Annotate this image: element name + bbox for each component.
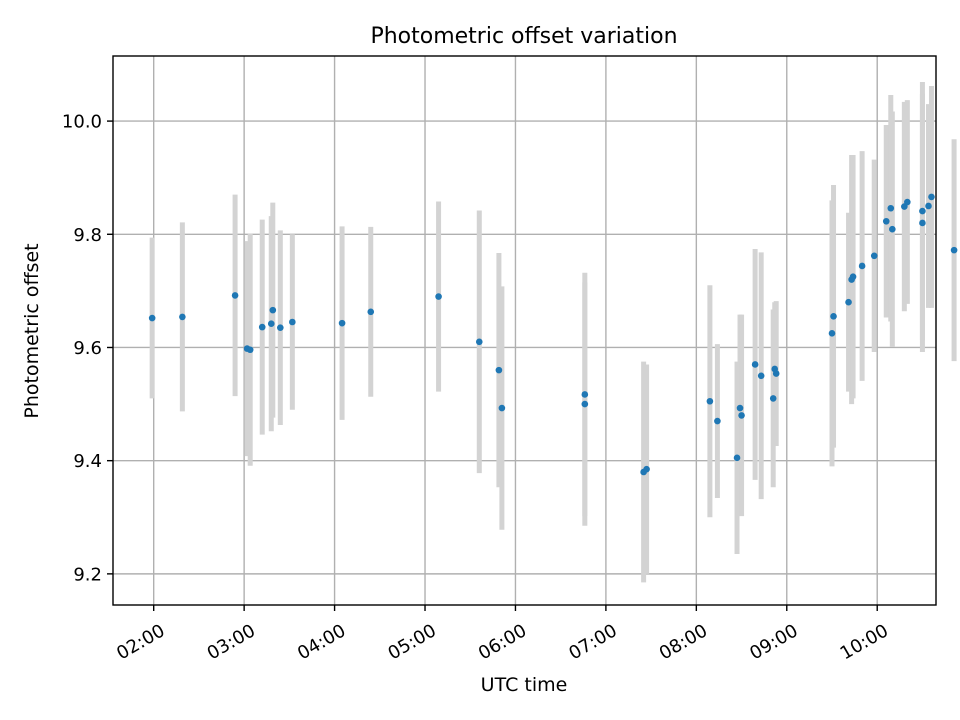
data-point-42 (919, 219, 926, 227)
data-point-7 (269, 306, 277, 314)
y-tick-label-3: 9.8 (73, 225, 102, 246)
data-point-14 (495, 366, 503, 374)
data-points (148, 193, 958, 476)
data-point-10 (338, 319, 346, 327)
x-tick-label-6: 08:00 (656, 620, 711, 664)
data-point-32 (845, 298, 852, 306)
data-point-21 (714, 417, 721, 425)
y-axis-label: Photometric offset (21, 243, 43, 418)
x-tick-label-0: 02:00 (113, 620, 168, 664)
data-point-25 (751, 361, 759, 368)
data-point-9 (289, 318, 296, 326)
x-axis-label: UTC time (481, 674, 568, 696)
data-point-1 (179, 313, 186, 321)
data-point-4 (246, 346, 254, 354)
data-point-43 (919, 207, 926, 215)
x-tick-label-5: 07:00 (565, 620, 620, 664)
x-tick-label-2: 04:00 (294, 620, 349, 664)
data-point-45 (928, 193, 935, 201)
data-point-23 (736, 404, 744, 412)
data-point-34 (849, 273, 857, 281)
data-point-2 (231, 292, 239, 299)
plot-frame (112, 55, 937, 606)
data-point-30 (828, 330, 836, 337)
data-point-46 (950, 246, 958, 254)
data-point-6 (267, 320, 275, 328)
data-point-37 (882, 217, 890, 225)
data-point-20 (706, 397, 714, 405)
data-point-36 (870, 252, 878, 260)
chart-title: Photometric offset variation (370, 24, 677, 49)
data-point-17 (581, 391, 589, 398)
data-point-31 (830, 313, 837, 320)
y-tick-label-2: 9.6 (73, 338, 102, 359)
data-point-35 (858, 262, 866, 270)
y-tick-label-4: 10.0 (62, 112, 102, 133)
x-tick-label-3: 05:00 (384, 620, 439, 664)
x-tick-label-8: 10:00 (837, 620, 892, 664)
data-point-22 (733, 454, 741, 462)
data-point-11 (367, 308, 375, 316)
data-point-27 (769, 395, 777, 402)
data-point-38 (887, 204, 895, 212)
data-point-0 (148, 314, 156, 322)
data-point-15 (498, 404, 506, 412)
x-tick-label-4: 06:00 (475, 620, 530, 664)
data-point-24 (738, 412, 745, 419)
data-point-19 (643, 465, 650, 473)
data-point-8 (277, 324, 284, 331)
data-point-16 (581, 400, 589, 408)
y-tick-label-1: 9.4 (73, 451, 102, 472)
x-tick-label-1: 03:00 (204, 620, 259, 664)
data-point-39 (889, 225, 896, 233)
data-point-13 (475, 338, 483, 346)
data-point-5 (258, 323, 266, 331)
data-point-44 (925, 202, 932, 210)
data-point-29 (772, 370, 780, 377)
data-point-26 (757, 372, 765, 380)
data-point-41 (904, 198, 911, 206)
y-tick-label-0: 9.2 (73, 564, 102, 585)
x-tick-label-7: 09:00 (746, 620, 801, 664)
data-point-12 (435, 293, 442, 300)
